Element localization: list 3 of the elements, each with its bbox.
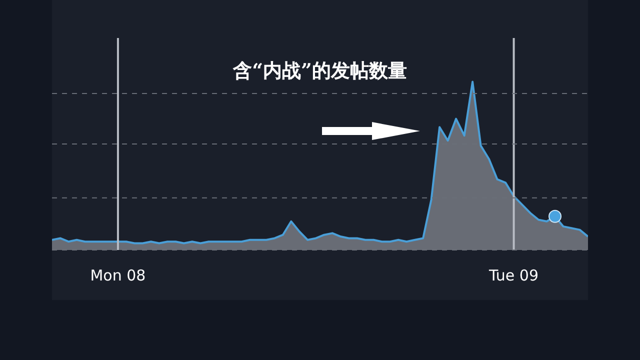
chart-title: 含“内战”的发帖数量 <box>232 59 408 84</box>
x-tick-label: Mon 08 <box>90 266 146 285</box>
x-tick-label: Tue 09 <box>488 266 539 285</box>
